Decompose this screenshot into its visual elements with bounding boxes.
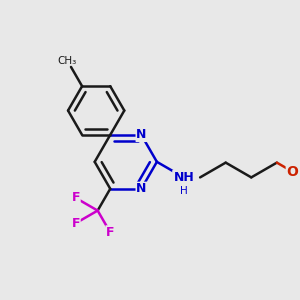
Text: F: F: [106, 226, 115, 239]
Text: NH: NH: [173, 171, 194, 184]
Text: N: N: [136, 182, 146, 195]
Text: H: H: [180, 186, 188, 196]
Text: F: F: [72, 217, 80, 230]
Text: O: O: [286, 164, 298, 178]
Text: CH₃: CH₃: [58, 56, 77, 65]
Text: N: N: [136, 128, 146, 141]
Text: F: F: [72, 191, 80, 205]
